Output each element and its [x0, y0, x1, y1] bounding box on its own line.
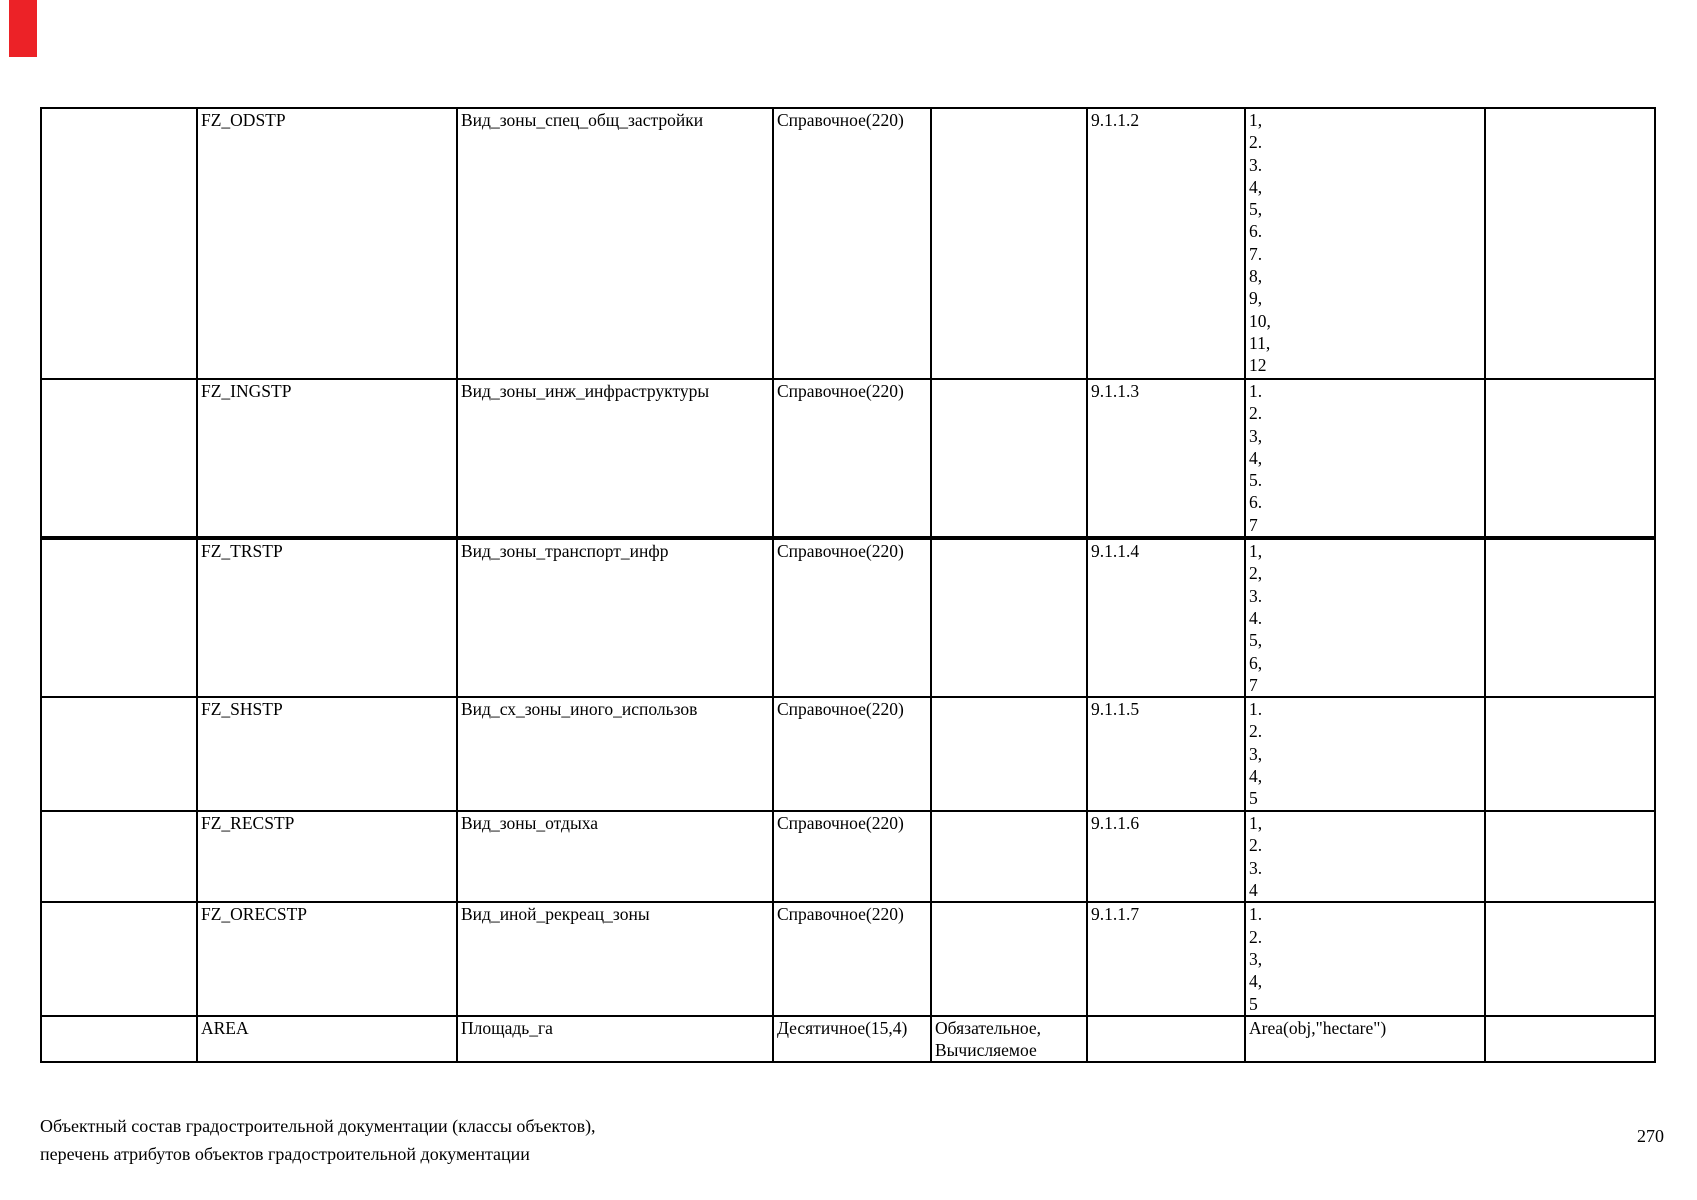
attr-flags-cell: [930, 696, 1088, 813]
empty-cell: [1484, 377, 1656, 540]
empty-cell: [40, 696, 198, 813]
table-row: FZ_TRSTP Вид_зоны_транспорт_инфр Справоч…: [40, 536, 1656, 699]
attr-number-cell: 9.1.1.3: [1086, 377, 1246, 540]
attr-flags-cell: Обязательное, Вычисляемое: [930, 1014, 1088, 1064]
attr-number-cell: 9.1.1.2: [1086, 107, 1246, 380]
empty-cell: [1484, 107, 1656, 380]
attr-code-cell: AREA: [196, 1014, 458, 1064]
red-corner-mark: [9, 0, 37, 57]
attr-values-cell: 1. 2. 3, 4, 5. 6. 7: [1244, 377, 1486, 540]
empty-cell: [40, 536, 198, 699]
attr-code-cell: FZ_SHSTP: [196, 696, 458, 813]
empty-cell: [1484, 810, 1656, 904]
attr-type-cell: Справочное(220): [772, 901, 932, 1017]
table-row: FZ_SHSTP Вид_сх_зоны_иного_использов Спр…: [40, 696, 1656, 813]
attr-type-cell: Десятичное(15,4): [772, 1014, 932, 1064]
empty-cell: [1484, 536, 1656, 699]
attr-name-cell: Вид_иной_рекреац_зоны: [456, 901, 774, 1017]
attr-number-cell: 9.1.1.6: [1086, 810, 1246, 904]
empty-cell: [40, 107, 198, 380]
attr-type-cell: Справочное(220): [772, 536, 932, 699]
attr-values-cell: 1, 2, 3. 4. 5, 6, 7: [1244, 536, 1486, 699]
attr-name-cell: Вид_зоны_инж_инфраструктуры: [456, 377, 774, 540]
attr-type-cell: Справочное(220): [772, 377, 932, 540]
attr-number-cell: 9.1.1.7: [1086, 901, 1246, 1017]
table-row: FZ_ORECSTP Вид_иной_рекреац_зоны Справоч…: [40, 901, 1656, 1017]
attributes-table: FZ_ODSTP Вид_зоны_спец_общ_застройки Спр…: [40, 107, 1656, 1064]
attr-flags-cell: [930, 901, 1088, 1017]
table-row: FZ_INGSTP Вид_зоны_инж_инфраструктуры Сп…: [40, 377, 1656, 540]
footer-caption: Объектный состав градостроительной докум…: [40, 1116, 596, 1164]
table-row: FZ_RECSTP Вид_зоны_отдыха Справочное(220…: [40, 810, 1656, 904]
attr-name-cell: Площадь_га: [456, 1014, 774, 1064]
attr-name-cell: Вид_зоны_спец_общ_застройки: [456, 107, 774, 380]
attr-type-cell: Справочное(220): [772, 107, 932, 380]
empty-cell: [40, 810, 198, 904]
empty-cell: [40, 377, 198, 540]
attr-code-cell: FZ_RECSTP: [196, 810, 458, 904]
attr-number-cell: 9.1.1.4: [1086, 536, 1246, 699]
attr-code-cell: FZ_ORECSTP: [196, 901, 458, 1017]
attr-type-cell: Справочное(220): [772, 810, 932, 904]
attr-code-cell: FZ_TRSTP: [196, 536, 458, 699]
attr-code-cell: FZ_ODSTP: [196, 107, 458, 380]
empty-cell: [1484, 901, 1656, 1017]
attr-number-cell: [1086, 1014, 1246, 1064]
table-row: AREA Площадь_га Десятичное(15,4) Обязате…: [40, 1014, 1656, 1064]
empty-cell: [40, 901, 198, 1017]
empty-cell: [1484, 1014, 1656, 1064]
attr-values-cell: Area(obj,"hectare"): [1244, 1014, 1486, 1064]
attr-values-cell: 1. 2. 3, 4, 5: [1244, 696, 1486, 813]
attr-flags-cell: [930, 810, 1088, 904]
empty-cell: [1484, 696, 1656, 813]
attr-values-cell: 1. 2. 3, 4, 5: [1244, 901, 1486, 1017]
empty-cell: [40, 1014, 198, 1064]
attr-name-cell: Вид_зоны_отдыха: [456, 810, 774, 904]
table-row: FZ_ODSTP Вид_зоны_спец_общ_застройки Спр…: [40, 107, 1656, 380]
attr-code-cell: FZ_INGSTP: [196, 377, 458, 540]
attr-flags-cell: [930, 536, 1088, 699]
attr-name-cell: Вид_зоны_транспорт_инфр: [456, 536, 774, 699]
attr-number-cell: 9.1.1.5: [1086, 696, 1246, 813]
attr-flags-cell: [930, 377, 1088, 540]
page-number: 270: [1637, 1126, 1664, 1146]
attr-name-cell: Вид_сх_зоны_иного_использов: [456, 696, 774, 813]
attr-type-cell: Справочное(220): [772, 696, 932, 813]
attr-values-cell: 1, 2. 3. 4, 5, 6. 7. 8, 9, 10, 11, 12: [1244, 107, 1486, 380]
attr-flags-cell: [930, 107, 1088, 380]
attr-values-cell: 1, 2. 3. 4: [1244, 810, 1486, 904]
